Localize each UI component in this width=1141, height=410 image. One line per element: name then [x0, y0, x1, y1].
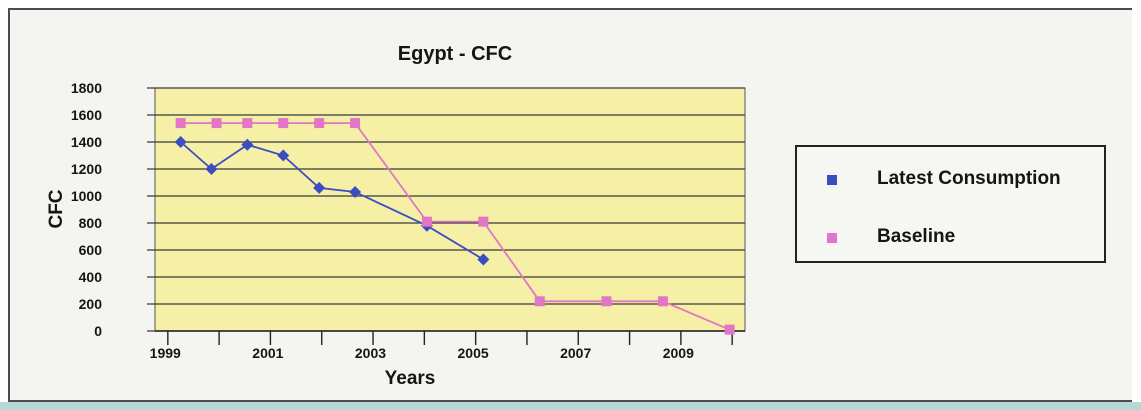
data-point-baseline	[278, 118, 289, 129]
y-tick-labels: 0 200 400 600 800 1000 1200 1400 1600 1800	[71, 80, 102, 339]
data-point-baseline	[421, 216, 432, 227]
y-tick-label: 1800	[71, 80, 102, 96]
data-point-baseline	[478, 216, 489, 227]
x-tick-label: 2003	[355, 345, 386, 361]
data-point-baseline	[314, 118, 325, 129]
y-tick-label: 200	[79, 296, 103, 312]
x-tick-labels: 1999 2001 2003 2005 2007 2009	[150, 345, 694, 361]
x-tick-label: 1999	[150, 345, 181, 361]
series-line-latest-consumption	[180, 141, 484, 261]
y-axis-label: CFC	[46, 189, 67, 228]
x-tick-label: 2009	[663, 345, 694, 361]
data-point-latest-consumption	[277, 149, 290, 162]
data-point-latest-consumption	[174, 136, 187, 148]
y-tick-label: 1600	[71, 107, 102, 123]
legend-label-latest-consumption: Latest Consumption	[877, 168, 1061, 189]
x-axis-label: Years	[385, 368, 436, 389]
data-point-latest-consumption	[205, 163, 218, 175]
data-point-baseline	[242, 118, 253, 129]
y-tick-label: 1200	[71, 161, 102, 177]
y-tick-label: 400	[79, 269, 103, 285]
series-markers	[174, 118, 735, 335]
series-lines	[180, 122, 730, 331]
legend: Latest Consumption Baseline	[795, 145, 1106, 263]
legend-item-latest-consumption: Latest Consumption	[827, 169, 1097, 188]
legend-swatch-baseline	[827, 233, 837, 243]
data-point-latest-consumption	[241, 138, 254, 151]
data-point-baseline	[601, 296, 612, 307]
legend-label-baseline: Baseline	[877, 226, 956, 247]
y-tick-label: 1400	[71, 134, 102, 150]
x-tick-label: 2005	[458, 345, 489, 361]
data-point-baseline	[175, 118, 186, 129]
data-point-baseline	[724, 324, 735, 335]
y-tick-label: 0	[94, 323, 102, 339]
data-point-latest-consumption	[313, 181, 326, 194]
data-point-baseline	[534, 296, 545, 307]
bottom-edge-strip	[0, 402, 1141, 410]
y-tick-label: 800	[79, 215, 103, 231]
data-point-baseline	[211, 118, 222, 129]
series-line-baseline	[180, 122, 730, 331]
data-point-baseline	[350, 118, 361, 129]
plot-area	[154, 87, 746, 332]
chart-title: Egypt - CFC	[398, 43, 512, 65]
x-axis	[155, 330, 745, 345]
data-point-baseline	[657, 296, 668, 307]
y-tick-label: 1000	[71, 188, 102, 204]
x-tick-label: 2007	[560, 345, 591, 361]
data-point-latest-consumption	[349, 185, 362, 198]
data-point-latest-consumption	[477, 253, 490, 266]
legend-item-baseline: Baseline	[827, 227, 1097, 246]
x-tick-label: 2001	[252, 345, 283, 361]
legend-swatch-latest-consumption	[827, 175, 837, 185]
y-tick-label: 600	[79, 242, 103, 258]
